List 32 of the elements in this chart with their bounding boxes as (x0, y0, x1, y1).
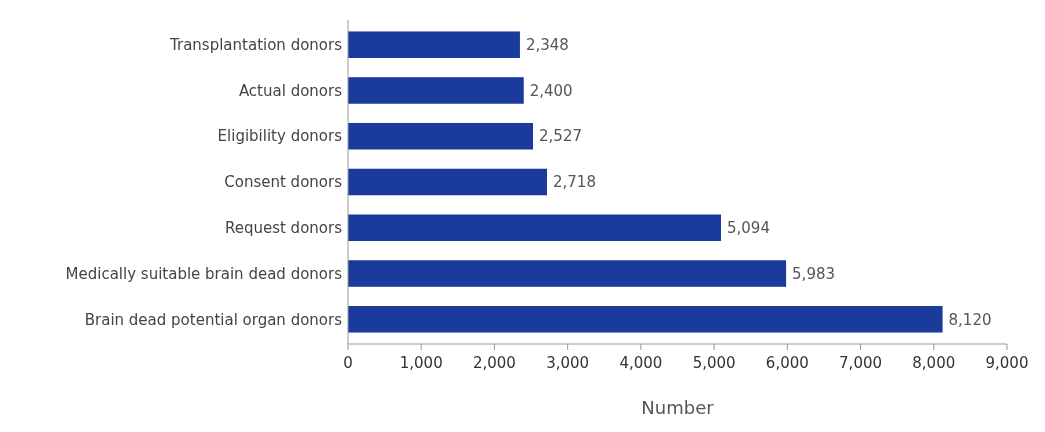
x-tick-label: 6,000 (765, 354, 809, 372)
bar (348, 77, 524, 104)
y-tick-label: Medically suitable brain dead donors (65, 264, 343, 283)
y-tick-label: Brain dead potential organ donors (84, 310, 343, 329)
x-tick-label: 9,000 (985, 354, 1029, 372)
data-label: 5,094 (726, 219, 770, 238)
bar (348, 122, 534, 150)
bar (348, 168, 548, 196)
data-label: 2,348 (525, 35, 569, 54)
y-tick-label: Eligibility donors (217, 127, 343, 146)
x-tick-label: 2,000 (472, 354, 516, 372)
x-tick-label: 4,000 (619, 354, 663, 372)
data-label: 2,400 (529, 81, 573, 100)
y-tick-label: Actual donors (238, 81, 343, 100)
data-label: 2,718 (553, 173, 596, 192)
bar (348, 214, 721, 242)
bar (348, 306, 943, 333)
bar (348, 31, 520, 58)
x-tick-label: 3,000 (546, 354, 590, 372)
x-tick-label: 5,000 (692, 354, 736, 372)
y-tick-label: Transplantation donors (169, 35, 343, 54)
y-tick-label: Request donors (224, 219, 343, 238)
data-label: 5,983 (792, 264, 836, 283)
x-tick-label: 0 (343, 354, 353, 372)
x-tick-label: 8,000 (912, 354, 956, 372)
x-tick-label: 7,000 (839, 354, 883, 372)
y-tick-label: Consent donors (224, 173, 343, 192)
bar (348, 260, 787, 287)
x-axis-title: Number (641, 397, 715, 418)
data-label: 8,120 (948, 310, 992, 329)
x-tick-label: 1,000 (399, 354, 443, 372)
data-label: 2,527 (539, 127, 582, 146)
